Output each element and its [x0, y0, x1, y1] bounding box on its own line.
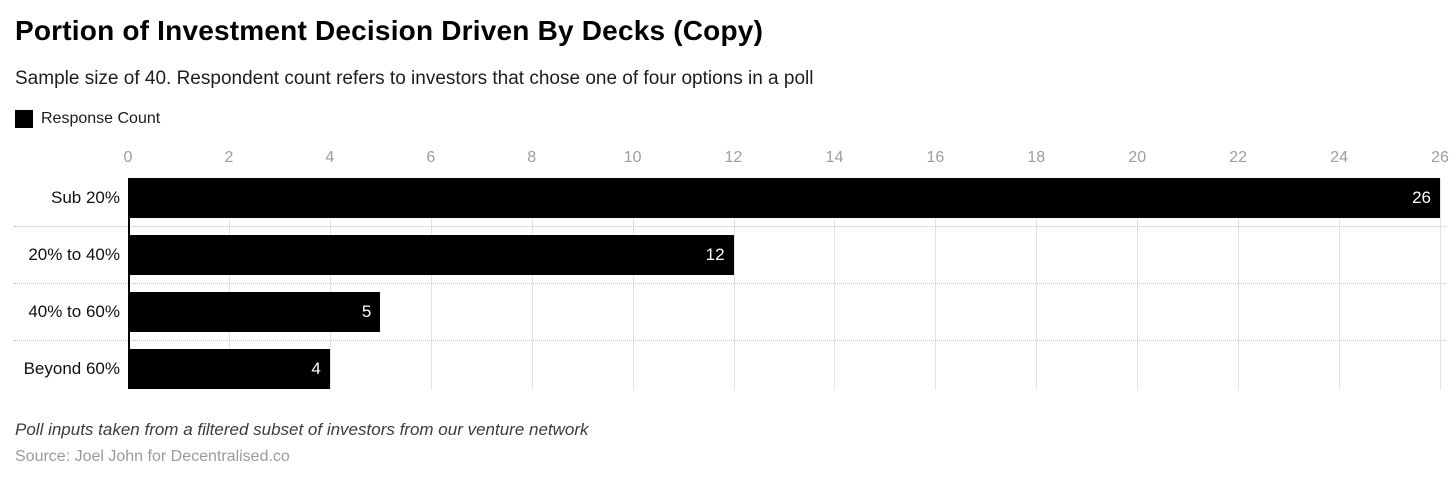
row-separator: [14, 283, 1446, 284]
bar-value-label: 4: [311, 359, 321, 378]
v-gridline: [228, 178, 230, 390]
chart-source: Source: Joel John for Decentralised.co: [15, 448, 290, 465]
v-gridline: [1440, 178, 1441, 390]
bar: 26: [128, 178, 1440, 218]
row-separator: [14, 340, 1446, 341]
legend-label: Response Count: [41, 110, 161, 127]
bar-value-label: 26: [1412, 188, 1431, 207]
v-gridline: [632, 178, 634, 390]
v-gridline: [1339, 178, 1341, 390]
bar: 5: [128, 292, 381, 332]
v-gridline: [329, 178, 331, 390]
v-gridline: [531, 178, 533, 390]
bar: 4: [128, 349, 330, 389]
x-tick-label: 10: [623, 149, 642, 166]
v-gridline: [1238, 178, 1240, 390]
v-gridline: [733, 178, 735, 390]
x-tick-label: 20: [1128, 149, 1147, 166]
v-gridline: [430, 178, 432, 390]
x-tick-label: 22: [1229, 149, 1248, 166]
v-gridline: [834, 178, 836, 390]
bar-value-label: 5: [361, 302, 372, 321]
bar-value-label: 12: [705, 245, 725, 264]
y-axis-line: [128, 178, 130, 389]
x-tick-label: 4: [325, 149, 335, 166]
category-label: 20% to 40%: [28, 245, 120, 264]
x-tick-label: 16: [926, 149, 945, 166]
category-label: Sub 20%: [51, 188, 120, 207]
legend-swatch-icon: [15, 110, 33, 128]
v-gridline: [1137, 178, 1139, 390]
chart-footnote: Poll inputs taken from a filtered subset…: [15, 420, 589, 439]
x-tick-label: 14: [825, 149, 844, 166]
category-label: 40% to 60%: [28, 302, 120, 321]
x-tick-label: 8: [527, 149, 537, 166]
legend: Response Count: [15, 110, 160, 128]
row-separator: [14, 226, 1446, 227]
x-tick-label: 18: [1027, 149, 1046, 166]
v-gridline: [935, 178, 937, 390]
category-label: Beyond 60%: [23, 359, 120, 378]
bar: 12: [128, 235, 734, 275]
x-tick-label: 26: [1431, 149, 1449, 166]
x-tick-label: 6: [426, 149, 436, 166]
chart-title: Portion of Investment Decision Driven By…: [15, 15, 764, 46]
v-gridline: [1036, 178, 1038, 390]
x-tick-label: 2: [224, 149, 234, 166]
x-tick-label: 12: [724, 149, 743, 166]
x-tick-label: 24: [1330, 149, 1348, 166]
x-tick-label: 0: [123, 149, 133, 166]
chart-subtitle: Sample size of 40. Respondent count refe…: [15, 68, 814, 89]
